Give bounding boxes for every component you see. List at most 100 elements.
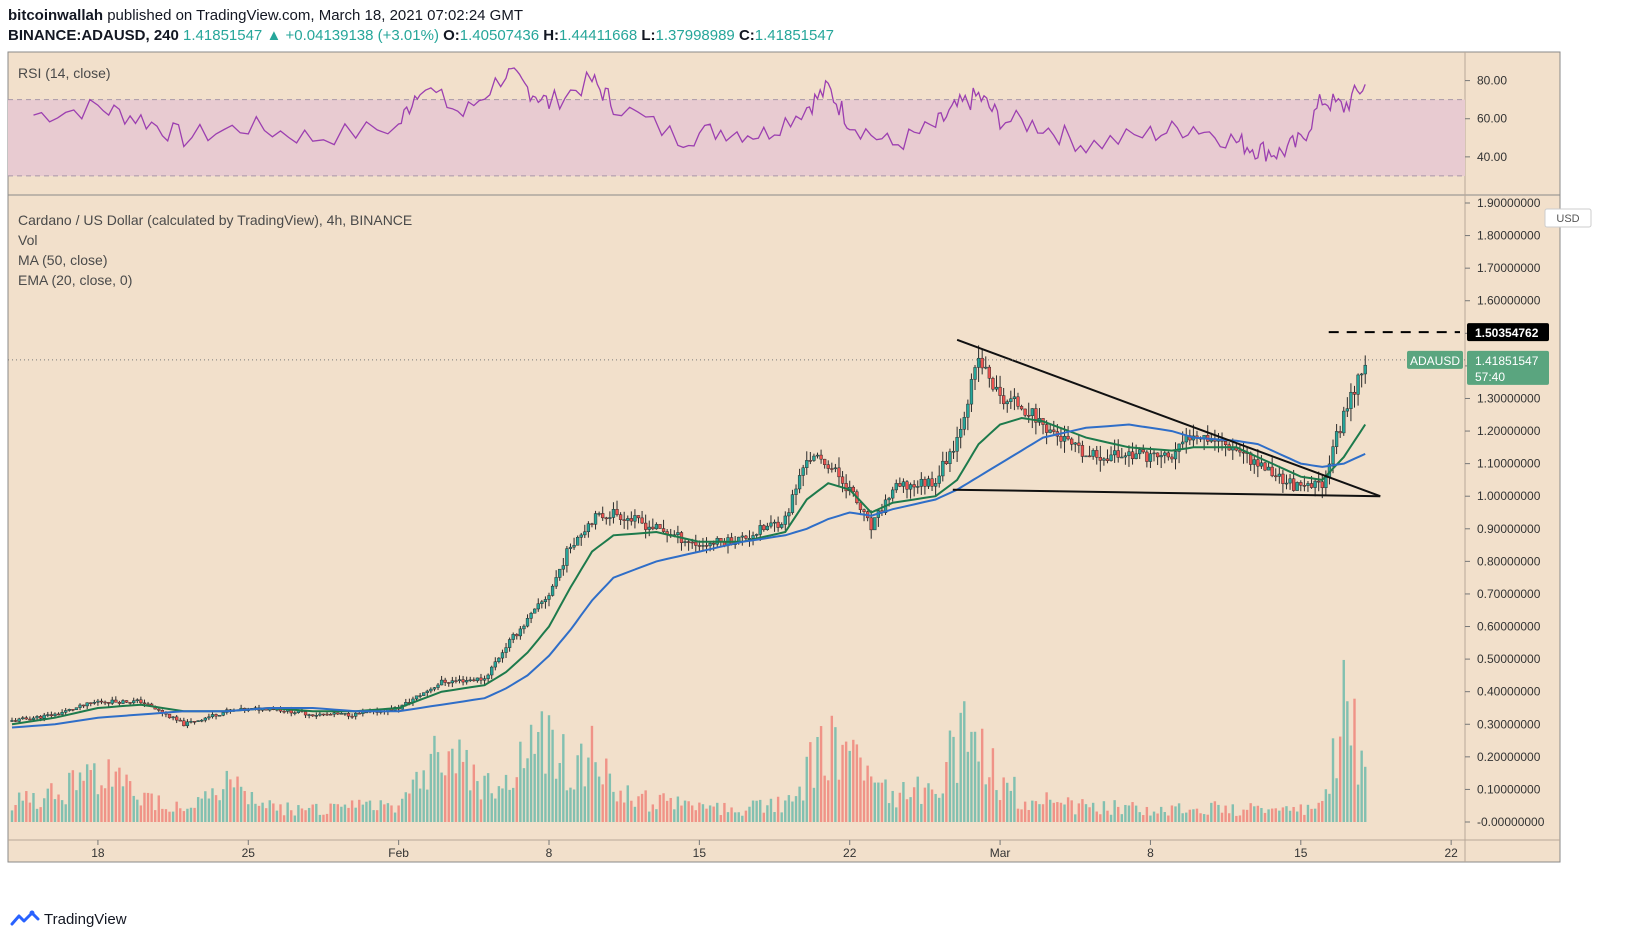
volume-bar (182, 811, 186, 822)
volume-bar (916, 776, 919, 822)
candle-body (923, 478, 927, 487)
candle-body (525, 618, 530, 627)
volume-bar (691, 805, 694, 822)
volume-bar (379, 800, 382, 822)
chart-header: bitcoinwallah published on TradingView.c… (8, 6, 834, 44)
candle-body (515, 634, 519, 637)
candle-body (801, 467, 805, 476)
volume-bar (1045, 792, 1048, 822)
volume-bar (1084, 804, 1088, 822)
candle-body (1334, 431, 1339, 447)
candle-body (1120, 456, 1124, 459)
time-tick-label: Feb (388, 846, 409, 860)
candle-body (85, 702, 89, 707)
price-tick-label: 1.70000000 (1477, 261, 1541, 275)
volume-bar (977, 761, 980, 822)
volume-bar (1174, 806, 1177, 822)
volume-bar (39, 807, 42, 822)
volume-bar (161, 808, 164, 822)
volume-bar (433, 735, 436, 822)
rsi-indicator-title[interactable]: RSI (14, close) (18, 65, 111, 81)
volume-bar (701, 804, 705, 822)
candle-body (1098, 457, 1102, 461)
volume-bar (264, 808, 268, 822)
volume-bar (422, 770, 425, 822)
candle-body (951, 450, 956, 453)
volume-bar (705, 808, 708, 822)
author-name[interactable]: bitcoinwallah (8, 7, 104, 24)
volume-bar (809, 742, 812, 822)
candle-body (583, 531, 587, 536)
footer-branding[interactable]: TradingView (10, 910, 127, 928)
volume-bar (1217, 804, 1220, 822)
volume-bar (1009, 790, 1013, 822)
volume-bar (941, 793, 944, 822)
volume-bar (991, 748, 995, 822)
volume-bar (1056, 802, 1059, 822)
published-text: published on TradingView.com, March 18, … (107, 7, 523, 24)
volume-bar (855, 744, 859, 822)
volume-bar (1106, 810, 1109, 822)
volume-bar (680, 805, 683, 822)
candle-body (493, 661, 497, 668)
volume-bar (1127, 805, 1131, 822)
volume-bar (662, 793, 665, 822)
candle-body (343, 713, 347, 715)
candle-body (712, 543, 716, 545)
candle-body (1291, 478, 1296, 491)
candle-body (468, 679, 472, 682)
candle-body (611, 509, 616, 518)
volume-bar (980, 728, 984, 822)
candle-body (618, 514, 623, 520)
descending-trendline[interactable] (956, 338, 1381, 498)
volume-bar (1145, 806, 1149, 822)
candle-body (765, 525, 770, 531)
candle-body (318, 713, 322, 716)
candle-body (157, 708, 161, 711)
support-trendline[interactable] (952, 488, 1381, 498)
candle-body (955, 437, 959, 452)
candle-body (554, 577, 558, 587)
volume-bar (640, 793, 644, 822)
candle-body (71, 709, 75, 711)
volume-bar (50, 783, 53, 822)
candle-body (984, 366, 988, 369)
candle-body (175, 716, 179, 721)
legend-ema20[interactable]: EMA (20, close, 0) (18, 272, 132, 288)
volume-bar (898, 792, 902, 822)
volume-bar (60, 800, 64, 822)
candle-body (24, 717, 28, 720)
candle-body (887, 497, 891, 501)
candle-body (533, 608, 537, 614)
candle-body (432, 687, 437, 690)
volume-bar (111, 786, 114, 822)
candle-body (214, 714, 218, 717)
candle-body (558, 568, 562, 578)
volume-bar (1210, 802, 1213, 822)
legend-volume[interactable]: Vol (18, 232, 37, 248)
candle-body (128, 702, 132, 704)
candle-body (142, 702, 147, 705)
volume-bar (902, 782, 905, 822)
volume-bar (186, 808, 189, 822)
candle-body (636, 515, 641, 519)
volume-bar (930, 789, 934, 822)
candle-body (926, 478, 931, 487)
candle-body (776, 521, 780, 528)
candle-body (622, 519, 626, 521)
candle-body (1155, 452, 1160, 458)
volume-bar (698, 802, 701, 822)
volume-bar (1074, 814, 1077, 822)
volume-bar (340, 806, 343, 822)
time-tick-label: 15 (693, 846, 707, 860)
time-tick-label: 22 (1444, 846, 1458, 860)
volume-bar (973, 731, 977, 822)
candle-body (89, 702, 93, 704)
candle-body (916, 486, 920, 488)
volume-bar (71, 770, 75, 822)
legend-ma50[interactable]: MA (50, close) (18, 252, 107, 268)
candle-body (1277, 473, 1281, 477)
volume-bar (1113, 800, 1116, 822)
candle-body (1320, 481, 1324, 489)
